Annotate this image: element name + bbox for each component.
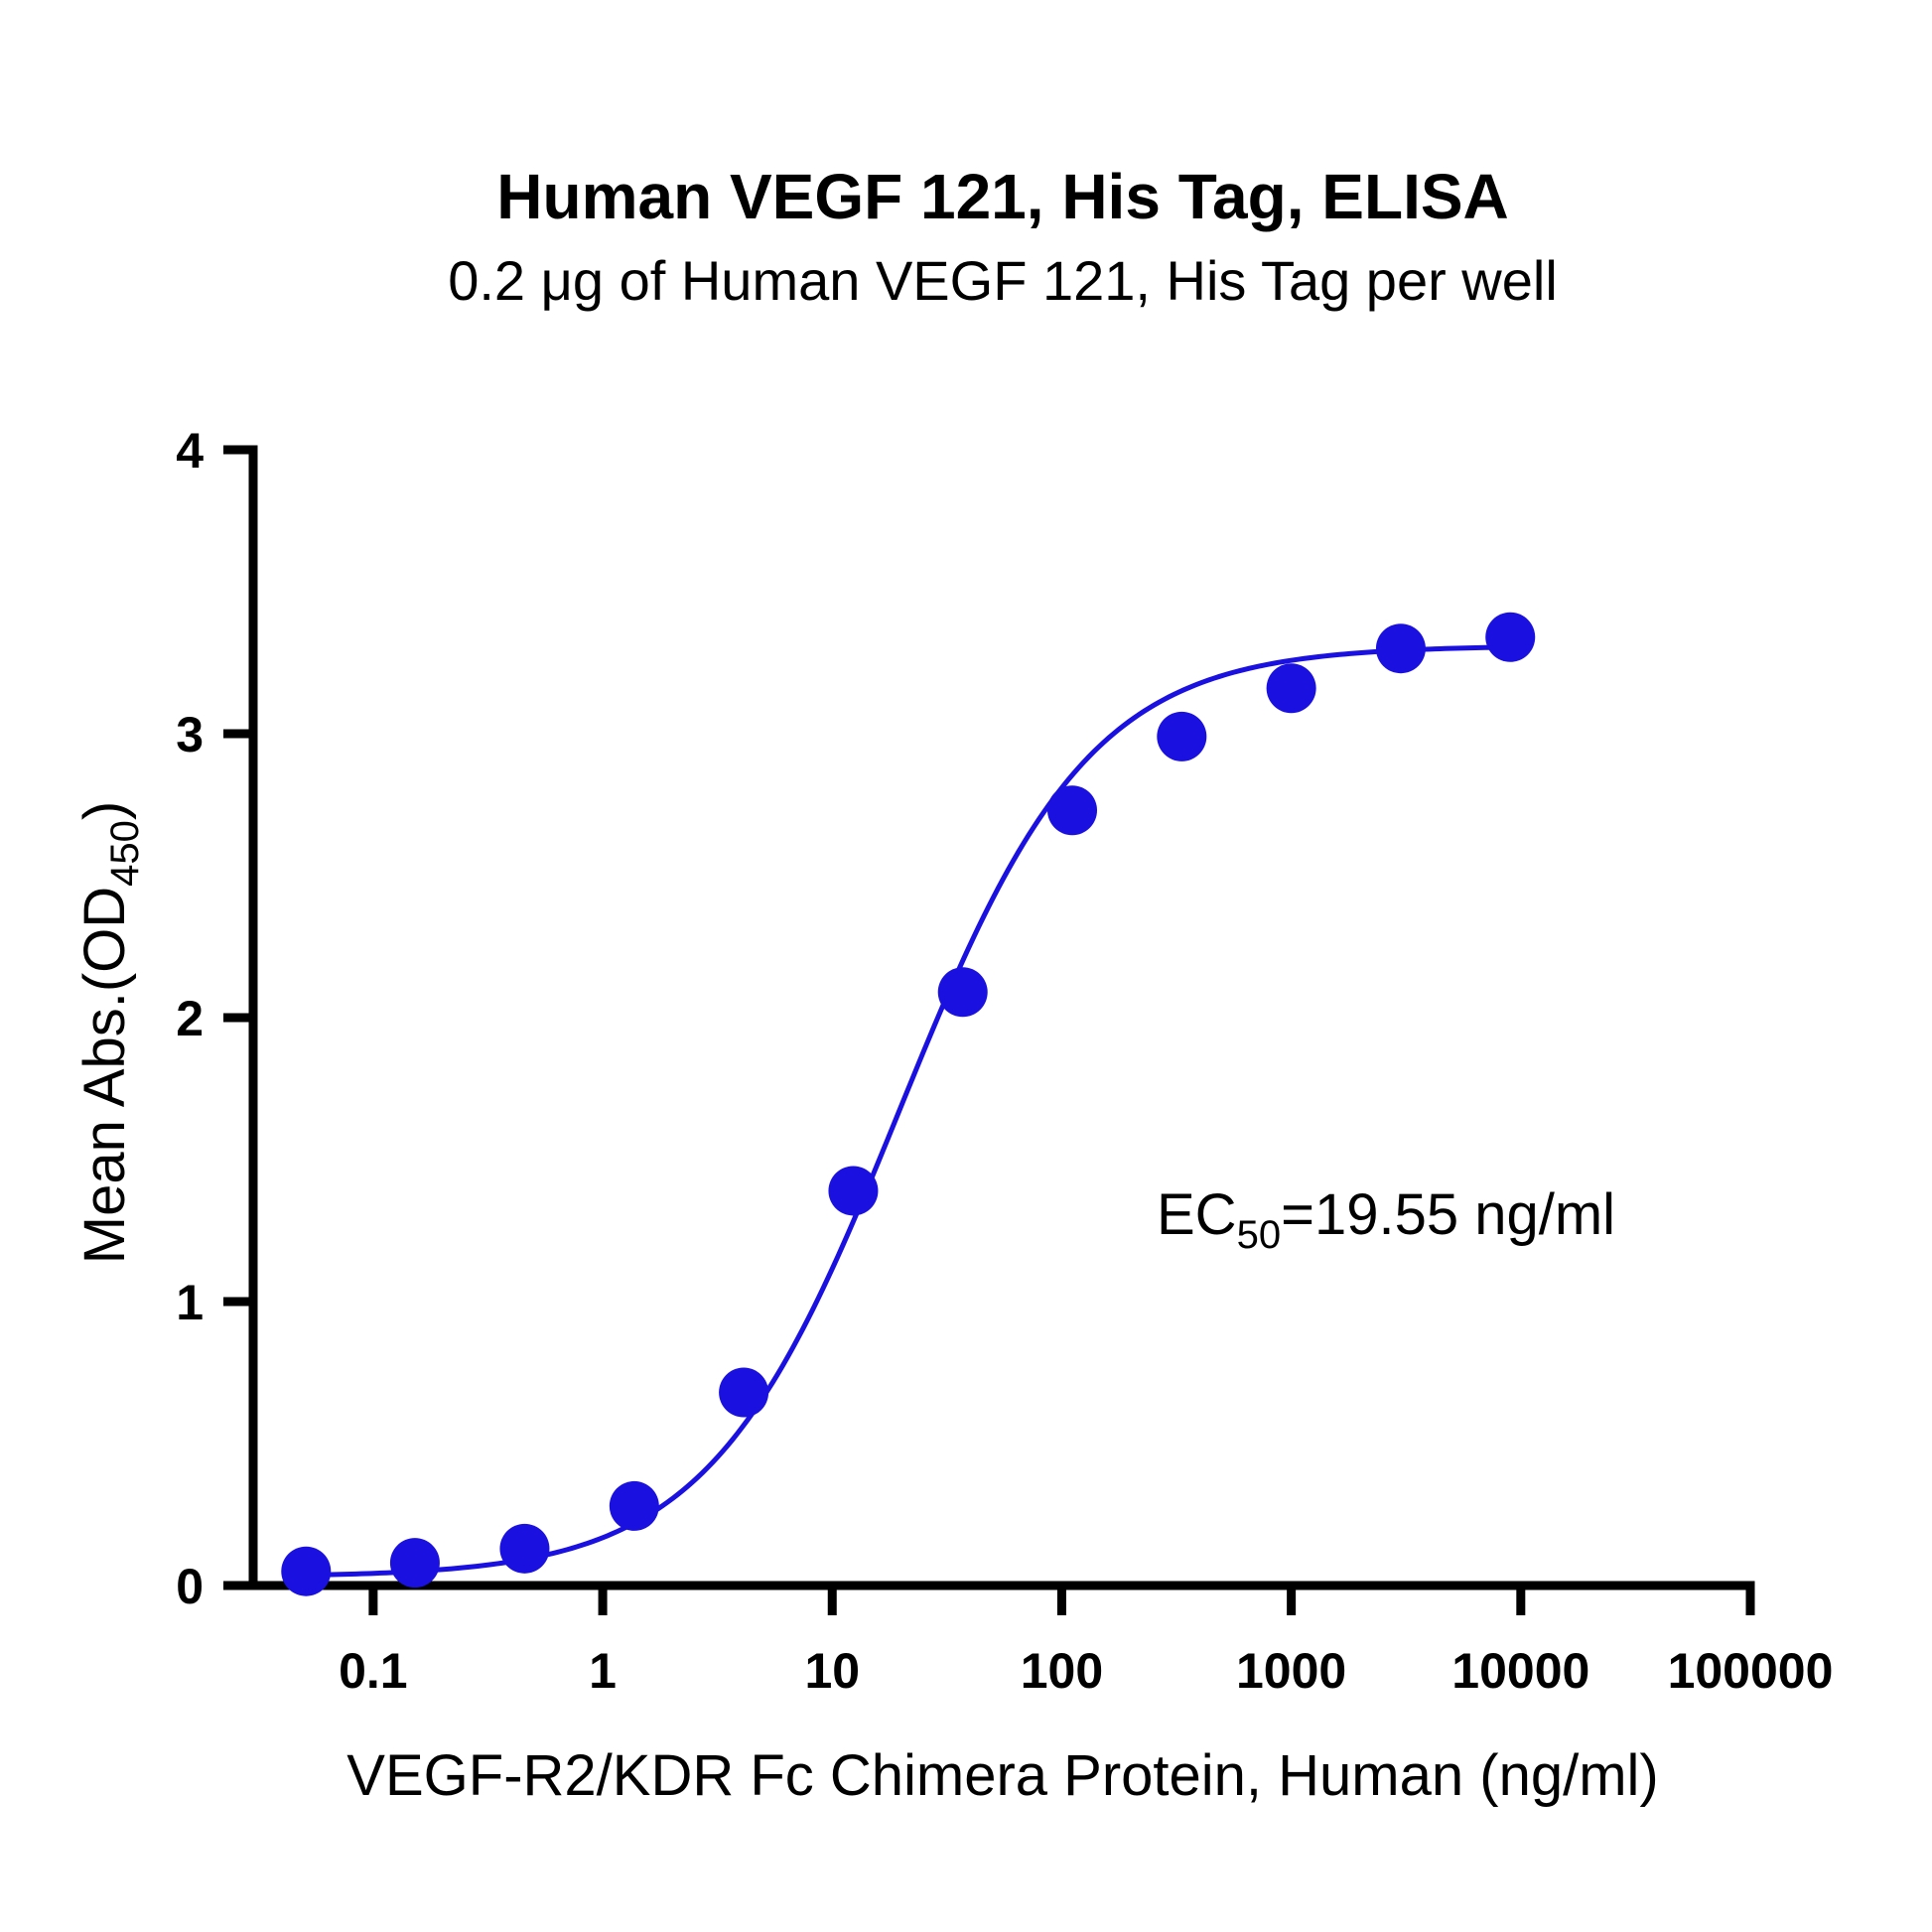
y-tick-label: 1 bbox=[176, 1275, 204, 1330]
x-tick-label: 10 bbox=[804, 1643, 860, 1699]
y-tick-label: 0 bbox=[176, 1559, 204, 1614]
x-tick-label: 10000 bbox=[1451, 1643, 1589, 1699]
data-point bbox=[1375, 623, 1426, 674]
x-tick-label: 0.1 bbox=[339, 1643, 408, 1699]
x-tick-label: 1 bbox=[589, 1643, 617, 1699]
data-point bbox=[719, 1367, 769, 1418]
chart-title: Human VEGF 121, His Tag, ELISA bbox=[496, 161, 1509, 232]
data-point bbox=[1485, 612, 1536, 662]
x-axis-label: VEGF-R2/KDR Fc Chimera Protein, Human (n… bbox=[346, 1743, 1658, 1808]
chart-subtitle: 0.2 μg of Human VEGF 121, His Tag per we… bbox=[448, 249, 1558, 312]
y-axis-label-subscript: 450 bbox=[103, 820, 147, 887]
ec50-prefix: EC bbox=[1157, 1182, 1237, 1247]
data-point bbox=[1047, 785, 1098, 836]
fit-curve bbox=[306, 644, 1511, 1579]
x-tick-label: 100 bbox=[1021, 1643, 1103, 1699]
data-point bbox=[281, 1546, 332, 1596]
y-axis-label: Mean Abs.(OD450) bbox=[72, 801, 147, 1264]
data-point bbox=[609, 1480, 659, 1531]
y-axis-label-main: Mean Abs.(OD bbox=[72, 887, 137, 1264]
data-point bbox=[937, 967, 988, 1018]
x-axis-ticks: 0.1 1 10 100 1000 10000 100000 bbox=[339, 1586, 1833, 1699]
y-axis-label-end: ) bbox=[72, 801, 137, 820]
x-tick-label: 1000 bbox=[1236, 1643, 1346, 1699]
data-point bbox=[499, 1523, 550, 1574]
ec50-value: =19.55 ng/ml bbox=[1281, 1182, 1615, 1247]
data-point bbox=[1157, 711, 1207, 761]
ec50-annotation: EC50=19.55 ng/ml bbox=[1157, 1182, 1615, 1257]
data-point bbox=[828, 1166, 879, 1216]
data-points bbox=[281, 612, 1536, 1596]
data-point bbox=[389, 1538, 440, 1588]
y-tick-label: 4 bbox=[176, 423, 204, 479]
ec50-subscript: 50 bbox=[1237, 1213, 1282, 1257]
y-tick-label: 2 bbox=[176, 991, 204, 1046]
x-tick-label: 100000 bbox=[1668, 1643, 1834, 1699]
data-point bbox=[1266, 663, 1316, 714]
plot-area: 0 1 2 3 4 0.1 1 10 100 1000 10000 100000 bbox=[176, 423, 1833, 1699]
y-tick-label: 3 bbox=[176, 707, 204, 762]
y-axis-ticks: 0 1 2 3 4 bbox=[176, 423, 253, 1614]
